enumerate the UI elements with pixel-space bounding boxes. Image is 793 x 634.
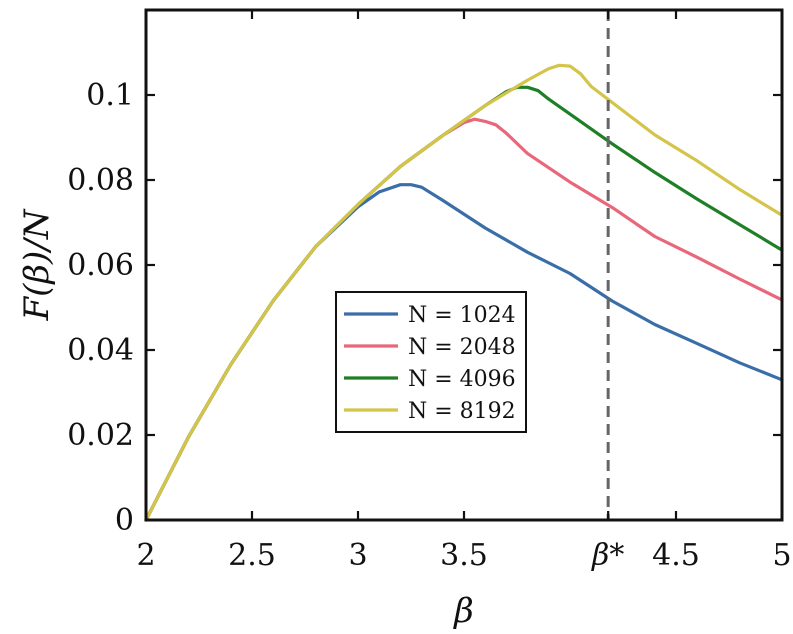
y-tick-label: 0.1 bbox=[86, 78, 134, 113]
tick-layer: 2 2.5 3 3.5 β* 4.5 5 0 0.02 0.04 0.06 0.08 0.1 bbox=[67, 10, 792, 573]
series-line-4 bbox=[144, 63, 784, 522]
y-tick-label: 0.06 bbox=[67, 248, 134, 283]
x-tick-label: 2.5 bbox=[228, 538, 276, 573]
legend-label: N = 2048 bbox=[408, 335, 516, 360]
legend-label: N = 8192 bbox=[408, 399, 516, 424]
plot-frame bbox=[144, 8, 784, 522]
legend: N = 1024 N = 2048 N = 4096 N = 8192 bbox=[335, 291, 527, 433]
y-tick-label: 0.02 bbox=[67, 418, 134, 453]
legend-label: N = 4096 bbox=[408, 367, 516, 392]
y-tick-label: 0.08 bbox=[67, 163, 134, 198]
y-tick-label: 0 bbox=[115, 503, 134, 538]
legend-label: N = 1024 bbox=[408, 303, 516, 328]
x-tick-label: 4.5 bbox=[652, 538, 700, 573]
x-tick-label: 3 bbox=[348, 538, 367, 573]
series-layer bbox=[144, 63, 784, 522]
y-tick-label: 0.04 bbox=[67, 333, 134, 368]
x-tick-label: 3.5 bbox=[440, 538, 488, 573]
x-tick-label: β* bbox=[591, 538, 624, 573]
x-axis-label: β bbox=[452, 591, 474, 631]
x-tick-label: 5 bbox=[772, 538, 791, 573]
y-axis-label: F(β)/N bbox=[17, 208, 57, 321]
x-tick-label: 2 bbox=[136, 538, 155, 573]
